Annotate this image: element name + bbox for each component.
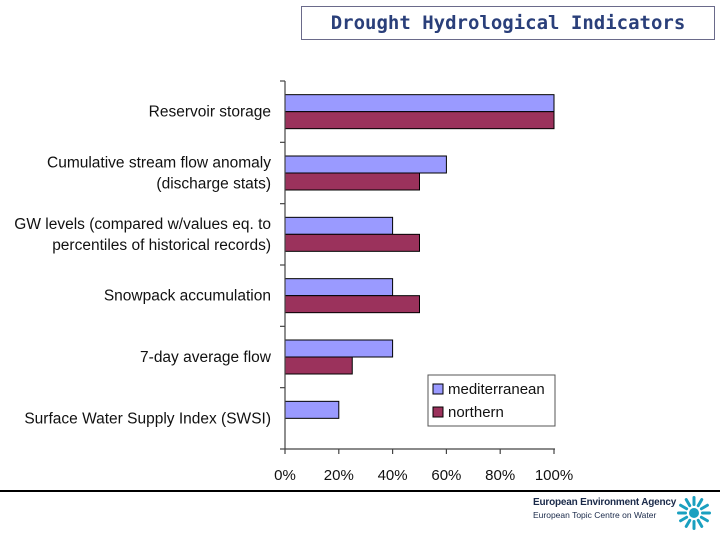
category-label-0: Reservoir storage — [149, 104, 271, 121]
legend-label-northern: northern — [448, 404, 504, 421]
footer-logo-text: European Environment Agency European Top… — [533, 497, 676, 520]
bar-northern-3 — [284, 295, 420, 314]
centre-name: European Topic Centre on Water — [533, 510, 657, 520]
category-label-1-line-1: (discharge stats) — [156, 176, 271, 193]
category-label-2-line-0: GW levels (compared w/values eq. to — [14, 216, 271, 233]
bar-mediterranean-2 — [284, 216, 394, 235]
legend-label-mediterranean: mediterranean — [448, 381, 545, 398]
bar-northern-4 — [284, 356, 353, 375]
legend-swatch-mediterranean — [432, 383, 444, 395]
footer-divider — [0, 490, 720, 492]
category-label-2-line-1: percentiles of historical records) — [52, 237, 271, 254]
x-tick-label-3: 60% — [431, 467, 461, 484]
slide-title: Drought Hydrological Indicators — [330, 12, 686, 34]
x-tick-label-1: 20% — [324, 467, 354, 484]
category-label-5: Surface Water Supply Index (SWSI) — [24, 410, 271, 427]
bar-mediterranean-5 — [284, 400, 340, 419]
bar-mediterranean-4 — [284, 339, 394, 358]
bar-northern-2 — [284, 233, 420, 252]
x-tick-label-2: 40% — [378, 467, 408, 484]
bar-northern-1 — [284, 172, 420, 191]
bar-mediterranean-1 — [284, 155, 447, 174]
legend-box — [427, 374, 556, 427]
x-tick-label-5: 100% — [535, 467, 573, 484]
bar-chart: Reservoir storage Cumulative stream flow … — [14, 80, 573, 484]
bar-northern-0 — [284, 111, 555, 130]
x-tick-label-4: 80% — [485, 467, 515, 484]
x-tick-label-0: 0% — [274, 467, 296, 484]
eea-logo-icon — [677, 496, 711, 530]
category-label-4: 7-day average flow — [140, 349, 272, 366]
category-label-1-line-0: Cumulative stream flow anomaly — [47, 155, 271, 172]
bar-mediterranean-0 — [284, 94, 555, 113]
category-label-3: Snowpack accumulation — [104, 288, 271, 305]
bar-mediterranean-3 — [284, 278, 394, 297]
legend-swatch-northern — [432, 406, 444, 418]
title-box: Drought Hydrological Indicators — [301, 6, 715, 40]
agency-name: European Environment Agency — [533, 497, 677, 508]
